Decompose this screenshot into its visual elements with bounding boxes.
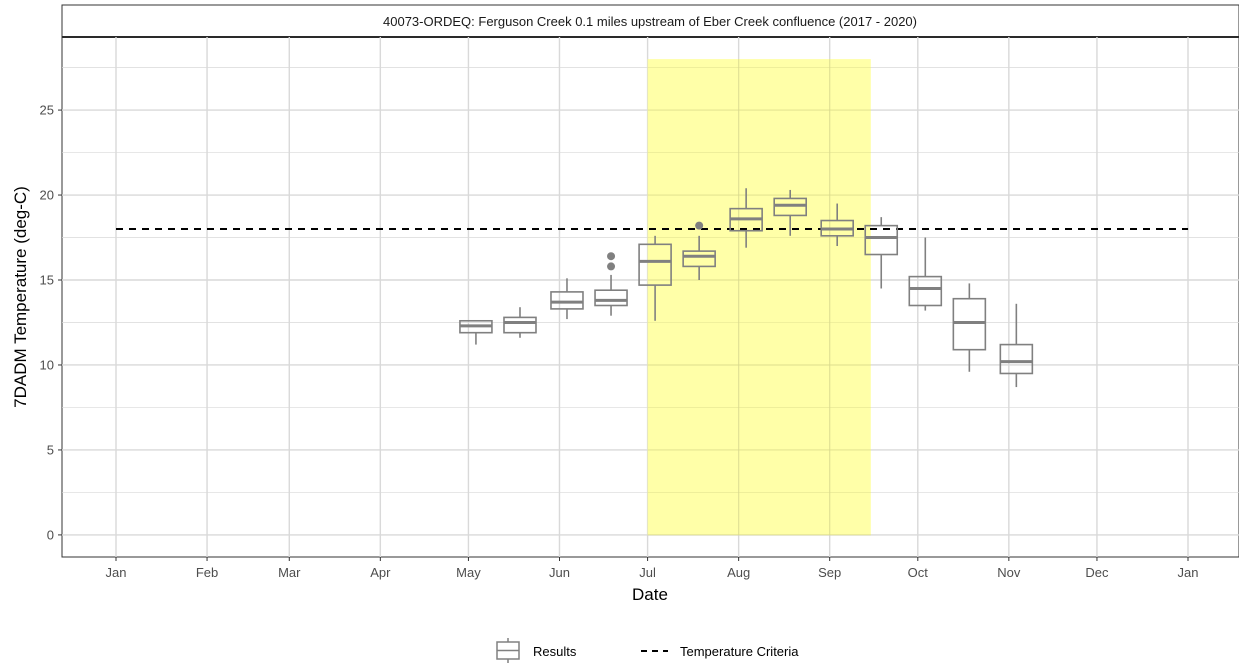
x-tick-label: Dec [1085,565,1109,580]
box [550,278,584,320]
box-body [999,343,1034,375]
box-body [638,243,672,286]
x-tick-label: Jun [549,565,570,580]
legend-key-results [496,638,520,663]
x-tick-label: Oct [908,565,929,580]
box [729,188,763,248]
y-tick-label: 10 [40,357,54,372]
y-tick-label: 20 [40,188,54,203]
box [820,203,854,247]
x-tick-label: Jan [1178,565,1199,580]
legend-label-results: Results [533,644,577,659]
box-body [908,275,943,307]
box [999,303,1034,388]
box [503,307,537,338]
box [682,221,716,281]
boxplot-series [459,188,1034,388]
box [638,235,672,321]
box-body [550,291,584,310]
facet-strip [61,4,1239,38]
y-axis-label: 7DADM Temperature (deg-C) [11,186,30,408]
chart-title: 40073-ORDEQ: Ferguson Creek 0.1 miles up… [383,14,917,29]
y-tick-label: 15 [40,273,54,288]
y-tick-label: 25 [40,103,54,118]
box-body [952,297,987,351]
box [864,217,899,289]
critical-period-layer [647,59,871,535]
box-body [864,224,899,256]
box [908,237,943,311]
y-tick-label: 0 [47,527,54,542]
box [594,252,628,316]
box [952,283,987,372]
x-tick-label: May [456,565,481,580]
box-body [682,250,716,268]
y-tick-label: 5 [47,442,54,457]
legend-label-criteria: Temperature Criteria [680,644,799,659]
x-tick-label: Jul [639,565,656,580]
box [459,319,493,345]
x-tick-label: Mar [278,565,301,580]
box-outlier [607,252,616,261]
x-tick-label: Nov [997,565,1021,580]
box-body [773,197,807,217]
x-axis-label: Date [632,585,668,604]
box-body [594,289,628,307]
box-outlier [695,221,704,230]
x-tick-label: Apr [370,565,391,580]
legend: Results Temperature Criteria [496,638,799,663]
box [773,189,807,236]
x-tick-label: Jan [106,565,127,580]
box-outlier [607,262,616,271]
box-body [503,316,537,334]
critical-period-highlight [647,59,871,535]
axes: 0 5 10 15 20 25 Jan Feb Mar Apr May Jun Jul Aug Sep Oct… [40,103,1199,580]
vertical-grid-overlay [647,59,871,536]
plot-panel [61,36,1239,558]
x-tick-label: Feb [196,565,218,580]
x-tick-label: Aug [727,565,750,580]
x-tick-label: Sep [818,565,841,580]
